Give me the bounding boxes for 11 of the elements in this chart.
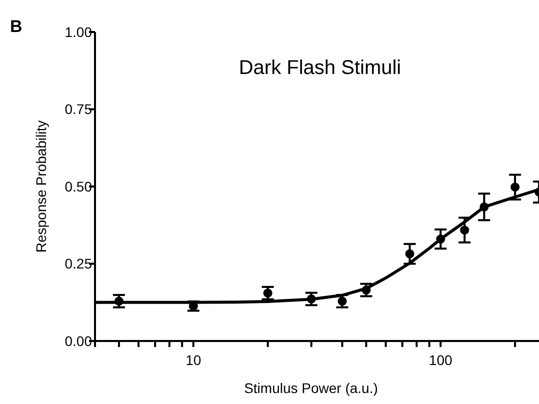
y-tick-label: 0.50 xyxy=(64,178,92,194)
y-tick-label: 1.00 xyxy=(64,24,92,40)
y-tick-label: 0.75 xyxy=(64,101,92,118)
y-tick-label: 0.00 xyxy=(64,332,92,349)
text: Dark Flash Stimuli xyxy=(238,57,402,79)
text: B xyxy=(10,17,22,36)
y-tick-label: 0.25 xyxy=(64,256,92,272)
x-tick-label: 10 xyxy=(186,352,202,368)
x-tick-label: 100 xyxy=(428,352,453,368)
x-axis-title: Stimulus Power (a.u.) xyxy=(244,380,378,396)
y-axis-title: Response Probability xyxy=(33,120,49,253)
